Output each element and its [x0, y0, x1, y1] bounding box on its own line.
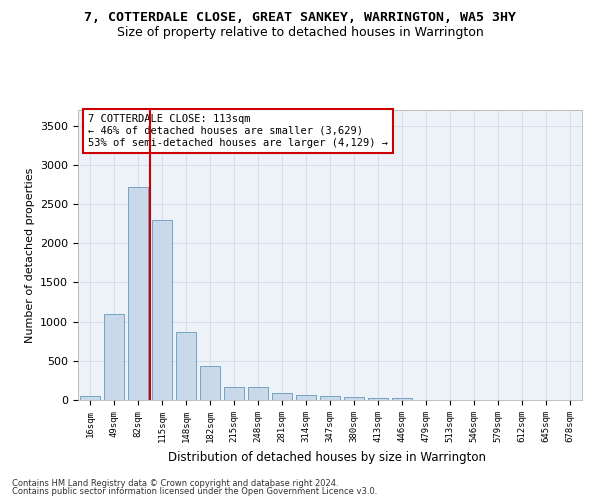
Text: Contains HM Land Registry data © Crown copyright and database right 2024.: Contains HM Land Registry data © Crown c…: [12, 478, 338, 488]
Bar: [200, 366, 220, 400]
Bar: [248, 388, 268, 400]
Bar: [320, 396, 340, 400]
Text: 7, COTTERDALE CLOSE, GREAT SANKEY, WARRINGTON, WA5 3HY: 7, COTTERDALE CLOSE, GREAT SANKEY, WARRI…: [84, 11, 516, 24]
Bar: [272, 393, 292, 400]
Bar: [152, 220, 172, 400]
Bar: [80, 396, 100, 400]
Bar: [128, 187, 148, 400]
Bar: [368, 398, 388, 400]
Text: Contains public sector information licensed under the Open Government Licence v3: Contains public sector information licen…: [12, 487, 377, 496]
Bar: [296, 396, 316, 400]
Text: Distribution of detached houses by size in Warrington: Distribution of detached houses by size …: [168, 451, 486, 464]
Y-axis label: Number of detached properties: Number of detached properties: [25, 168, 35, 342]
Bar: [224, 386, 244, 400]
Text: Size of property relative to detached houses in Warrington: Size of property relative to detached ho…: [116, 26, 484, 39]
Text: 7 COTTERDALE CLOSE: 113sqm
← 46% of detached houses are smaller (3,629)
53% of s: 7 COTTERDALE CLOSE: 113sqm ← 46% of deta…: [88, 114, 388, 148]
Bar: [392, 398, 412, 400]
Bar: [344, 398, 364, 400]
Bar: [104, 314, 124, 400]
Bar: [176, 332, 196, 400]
